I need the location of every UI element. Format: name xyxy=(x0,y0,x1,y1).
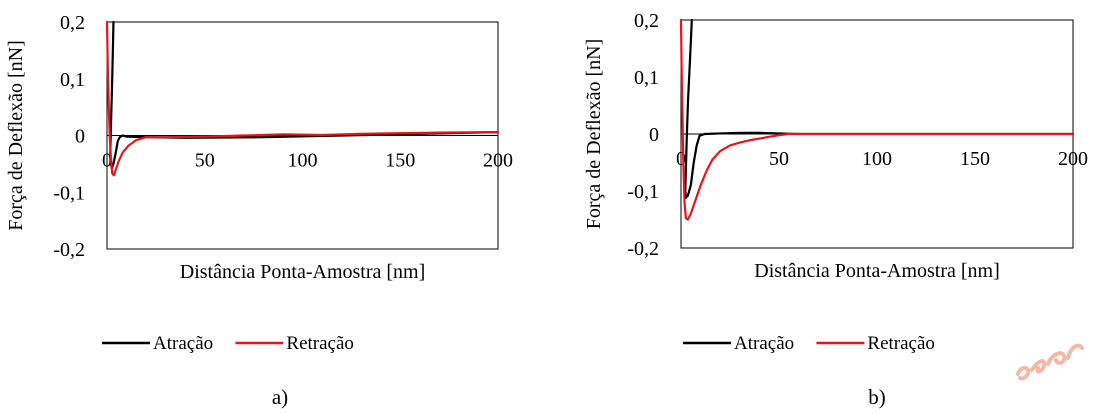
series-line-retraction xyxy=(679,18,1075,221)
y-tick-label: -0,2 xyxy=(627,238,659,260)
legend-label: Atração xyxy=(153,333,213,354)
series-line-attraction xyxy=(684,18,1075,199)
x-tick-label: 200 xyxy=(483,150,513,172)
x-tick-label: 100 xyxy=(862,148,892,170)
x-tick-label: 50 xyxy=(769,148,789,170)
chart-a: 0,2 0,1 0 -0,1 -0,2 0 50 100 150 200 Distância Pon… xyxy=(5,12,513,409)
y-tick-label: -0,1 xyxy=(627,181,659,203)
legend-label: Retração xyxy=(286,333,354,354)
y-tick-label: 0,2 xyxy=(60,12,85,34)
x-tick-label: 100 xyxy=(288,150,318,172)
x-axis-label: Distância Ponta-Amostra [nm] xyxy=(754,260,1000,282)
y-tick-label: 0 xyxy=(75,126,85,148)
series-line-attraction xyxy=(109,20,500,170)
chart-b: 0,2 0,1 0 -0,1 -0,2 0 50 100 150 200 Distância Pon… xyxy=(583,10,1088,409)
y-tick-label: 0,1 xyxy=(60,69,85,91)
legend-label: Atração xyxy=(734,333,794,354)
x-tick-label: 150 xyxy=(385,150,415,172)
x-tick-label: 0 xyxy=(676,148,686,170)
legend: Atração Retração xyxy=(683,333,935,354)
x-tick-label: 0 xyxy=(102,150,112,172)
panel-label: a) xyxy=(272,385,288,409)
watermark-scribble-icon xyxy=(1016,343,1084,381)
y-tick-label: 0,2 xyxy=(634,10,659,32)
y-tick-label: 0,1 xyxy=(634,67,659,89)
panel-label: b) xyxy=(868,385,886,409)
y-tick-label: -0,2 xyxy=(53,239,85,261)
y-tick-label: -0,1 xyxy=(53,182,85,204)
x-axis-label: Distância Ponta-Amostra [nm] xyxy=(180,261,426,283)
x-tick-label: 200 xyxy=(1058,148,1088,170)
x-tick-label: 50 xyxy=(195,150,215,172)
y-tick-label: 0 xyxy=(649,124,659,146)
legend: Atração Retração xyxy=(102,333,354,354)
y-axis-label: Força de Deflexão [nN] xyxy=(5,40,27,230)
legend-label: Retração xyxy=(867,333,935,354)
series-line-retraction xyxy=(105,20,500,177)
x-tick-label: 150 xyxy=(960,148,990,170)
y-axis-label: Força de Deflexão [nN] xyxy=(583,39,605,229)
